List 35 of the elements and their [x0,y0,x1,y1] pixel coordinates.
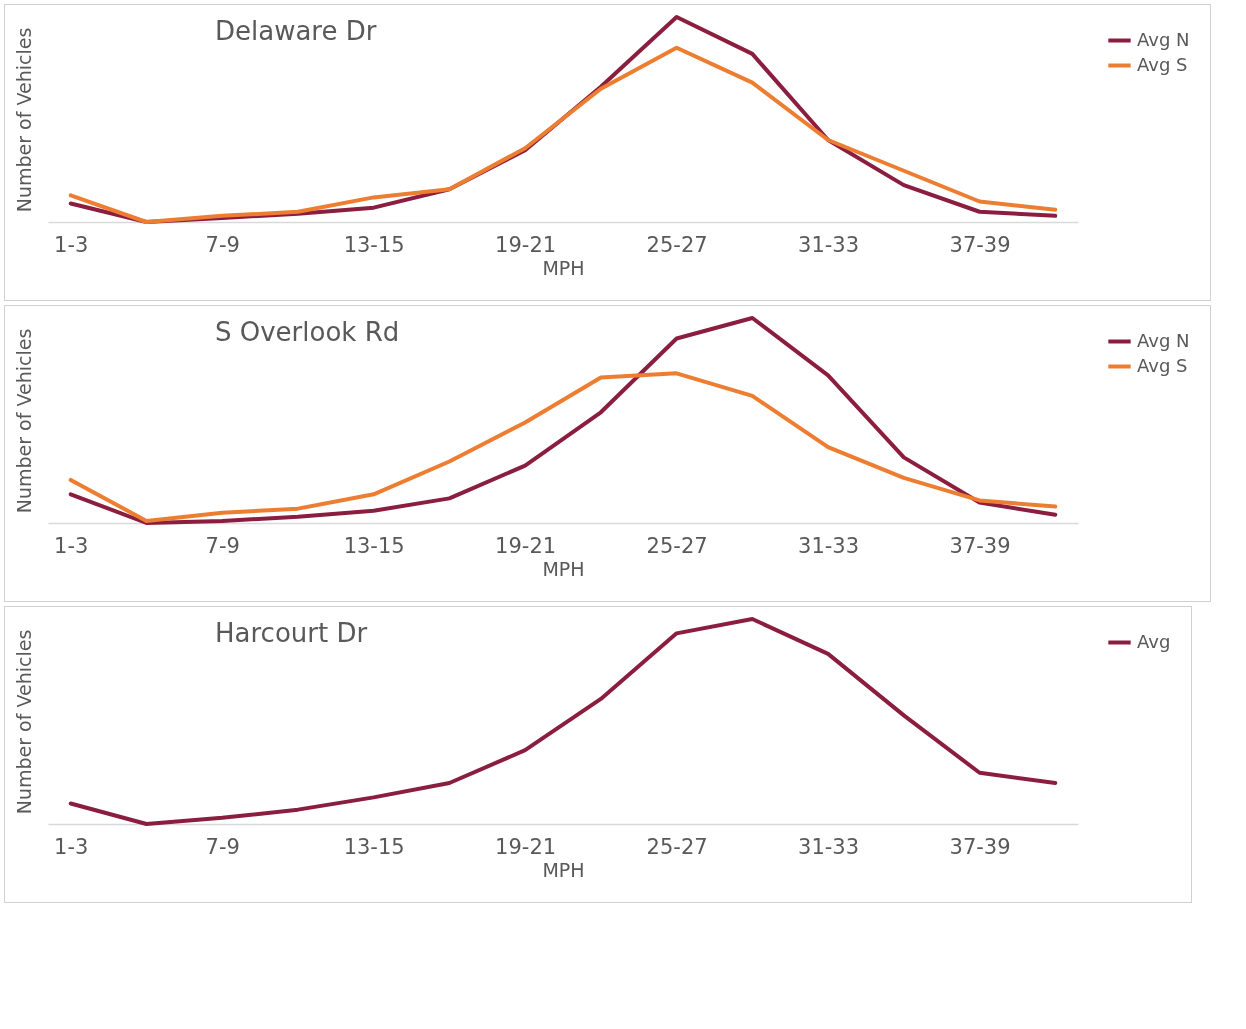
x-tick-label: 7-9 [205,834,240,859]
x-tick-label: 1-3 [54,834,89,859]
x-tick-label: 13-15 [343,232,405,257]
x-tick-label: 13-15 [343,834,405,859]
x-tick-label: 7-9 [205,533,240,558]
x-tick-label: 37-39 [949,834,1011,859]
y-axis-title: Number of Vehicles [12,629,35,815]
x-tick-label: 7-9 [205,232,240,257]
chart-title: Delaware Dr [215,16,377,46]
x-tick-label: 25-27 [646,834,708,859]
y-axis-title: Number of Vehicles [12,27,35,213]
x-tick-label: 37-39 [949,533,1011,558]
x-tick-label: 19-21 [495,232,557,257]
y-axis-title: Number of Vehicles [12,328,35,514]
x-tick-label: 37-39 [949,232,1011,257]
x-tick-label: 1-3 [54,533,89,558]
x-tick-label: 25-27 [646,232,708,257]
legend-label: Avg [1137,630,1171,652]
x-axis-title: MPH [542,256,585,279]
x-tick-label: 31-33 [798,232,860,257]
chart-title: S Overlook Rd [215,317,400,347]
legend-label: Avg S [1137,53,1188,75]
x-tick-label: 19-21 [495,834,557,859]
legend-label: Avg S [1137,354,1188,376]
legend-label: Avg N [1137,28,1190,50]
x-axis-title: MPH [542,858,585,881]
x-tick-label: 13-15 [343,533,405,558]
x-tick-label: 1-3 [54,232,89,257]
x-tick-label: 31-33 [798,834,860,859]
x-tick-label: 19-21 [495,533,557,558]
chart-title: Harcourt Dr [215,618,368,648]
x-tick-label: 31-33 [798,533,860,558]
x-tick-label: 25-27 [646,533,708,558]
legend-label: Avg N [1137,329,1190,351]
x-axis-title: MPH [542,557,585,580]
